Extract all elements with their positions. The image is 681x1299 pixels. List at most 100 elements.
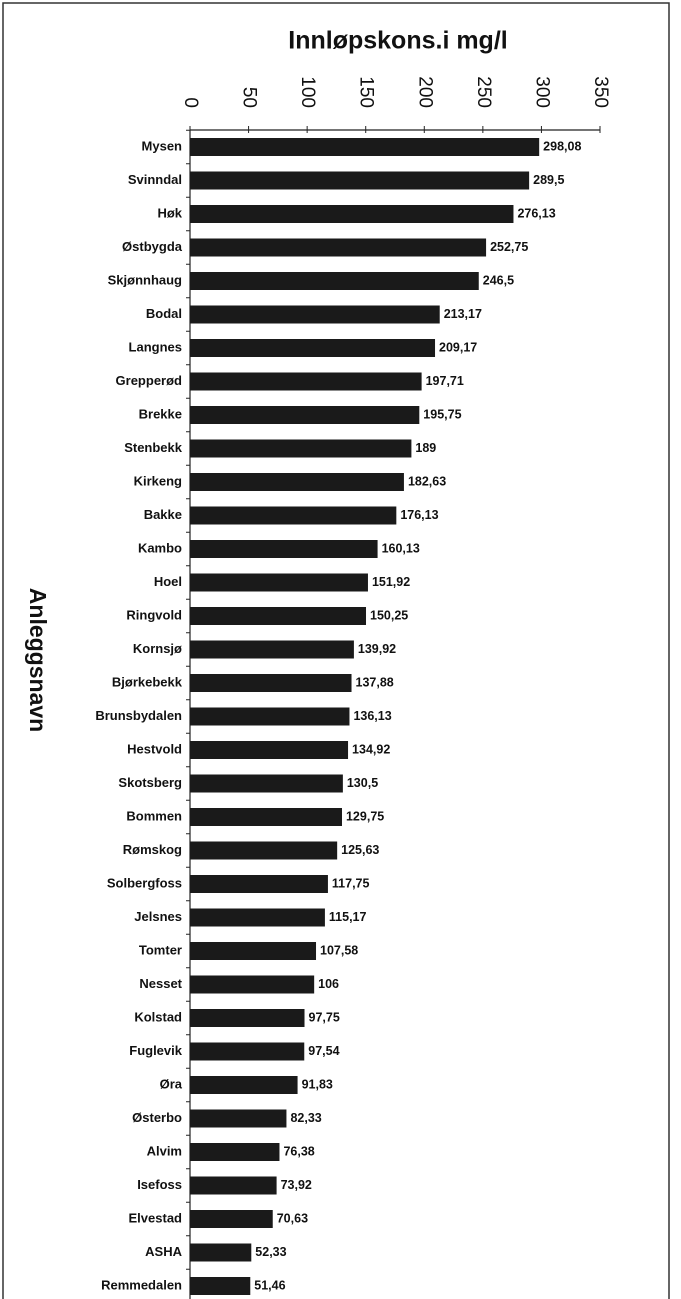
value-label: 107,58	[320, 943, 358, 957]
bar	[190, 1143, 280, 1161]
y-tick-label: Østerbo	[132, 1110, 182, 1125]
value-label: 209,17	[439, 340, 477, 354]
value-label: 117,75	[332, 876, 370, 890]
bar	[190, 339, 436, 357]
bar	[190, 908, 325, 927]
value-label: 97,54	[308, 1044, 339, 1058]
bar	[190, 238, 487, 257]
y-tick-label: Langnes	[129, 339, 182, 354]
bar	[190, 640, 354, 659]
y-tick-label: Nesset	[139, 976, 182, 991]
bar	[190, 741, 349, 759]
value-label: 129,75	[346, 809, 384, 823]
y-tick-label: Rømskog	[123, 842, 182, 857]
y-tick-label: Isefoss	[137, 1177, 182, 1192]
y-tick-label: Bodal	[146, 306, 182, 321]
y-tick-label: Svinndal	[128, 172, 182, 187]
y-tick-label: Kornsjø	[133, 641, 182, 656]
value-label: 115,17	[329, 910, 367, 924]
value-label: 160,13	[382, 541, 420, 555]
bar	[190, 372, 422, 391]
bar	[190, 674, 352, 692]
y-tick-label: Bakke	[144, 507, 182, 522]
x-tick-label: 0	[180, 97, 201, 108]
x-tick-label: 300	[531, 76, 552, 108]
value-label: 151,92	[372, 575, 410, 589]
x-tick-label: 100	[297, 76, 318, 108]
bar	[190, 808, 342, 826]
bar	[190, 1042, 305, 1061]
value-label: 276,13	[517, 206, 555, 220]
bar	[190, 1243, 252, 1262]
bar	[190, 272, 479, 290]
frame	[2, 2, 670, 1299]
y-tick-label: Alvim	[147, 1143, 182, 1158]
value-label: 213,17	[444, 307, 482, 321]
value-label: 130,5	[347, 776, 378, 790]
bar	[190, 540, 378, 558]
bar	[190, 573, 368, 592]
x-tick-label: 50	[239, 87, 260, 108]
bar	[190, 975, 315, 994]
x-tick-label: 250	[473, 76, 494, 108]
bar	[190, 1277, 251, 1295]
bar	[190, 171, 530, 190]
value-label: 289,5	[533, 173, 564, 187]
bar	[190, 875, 328, 893]
value-label: 139,92	[358, 642, 396, 656]
x-tick-label: 150	[356, 76, 377, 108]
value-label: 106	[318, 977, 339, 991]
y-tick-label: Jelsnes	[134, 909, 182, 924]
y-tick-label: Skotsberg	[118, 775, 182, 790]
y-tick-label: Remmedalen	[101, 1277, 182, 1292]
value-label: 182,63	[408, 474, 446, 488]
value-label: 136,13	[353, 709, 391, 723]
y-tick-label: Brekke	[139, 406, 182, 421]
y-tick-label: Kolstad	[134, 1009, 182, 1024]
y-tick-label: Brunsbydalen	[95, 708, 182, 723]
y-tick-label: Hestvold	[127, 741, 182, 756]
bar	[190, 1076, 298, 1094]
y-tick-label: Hoel	[154, 574, 182, 589]
value-label: 52,33	[255, 1245, 286, 1259]
x-tick-label: 350	[590, 76, 611, 108]
bar	[190, 406, 420, 424]
value-label: 134,92	[352, 742, 390, 756]
bar	[190, 473, 404, 491]
bar	[190, 774, 343, 793]
bar	[190, 1109, 287, 1128]
bar	[190, 607, 367, 625]
value-label: 73,92	[281, 1178, 312, 1192]
y-tick-label: Mysen	[142, 138, 183, 153]
value-label: 125,63	[341, 843, 379, 857]
value-label: 137,88	[356, 675, 394, 689]
y-tick-label: Bjørkebekk	[112, 674, 183, 689]
value-label: 246,5	[483, 273, 514, 287]
value-label: 252,75	[490, 240, 528, 254]
chart-title: Innløpskons.i mg/l	[288, 27, 507, 55]
value-label: 76,38	[283, 1144, 314, 1158]
value-label: 298,08	[543, 139, 581, 153]
value-label: 82,33	[290, 1111, 321, 1125]
y-tick-label: Tomter	[139, 942, 182, 957]
value-label: 97,75	[309, 1010, 340, 1024]
y-tick-label: Kirkeng	[134, 473, 182, 488]
bar	[190, 1009, 305, 1027]
bar	[190, 1176, 277, 1195]
y-tick-label: Høk	[157, 205, 182, 220]
y-tick-label: Østbygda	[122, 239, 183, 254]
bar	[190, 506, 397, 525]
y-tick-label: Solbergfoss	[107, 875, 182, 890]
bar	[190, 439, 412, 458]
bar	[190, 942, 317, 960]
y-tick-label: Grepperød	[116, 373, 183, 388]
y-axis-label: Anleggsnavn	[25, 588, 51, 732]
value-label: 150,25	[370, 608, 408, 622]
value-label: 197,71	[426, 374, 464, 388]
y-tick-label: Fuglevik	[129, 1043, 183, 1058]
bar	[190, 138, 540, 156]
bar	[190, 707, 350, 726]
bar	[190, 841, 338, 860]
y-tick-label: Elvestad	[129, 1210, 183, 1225]
